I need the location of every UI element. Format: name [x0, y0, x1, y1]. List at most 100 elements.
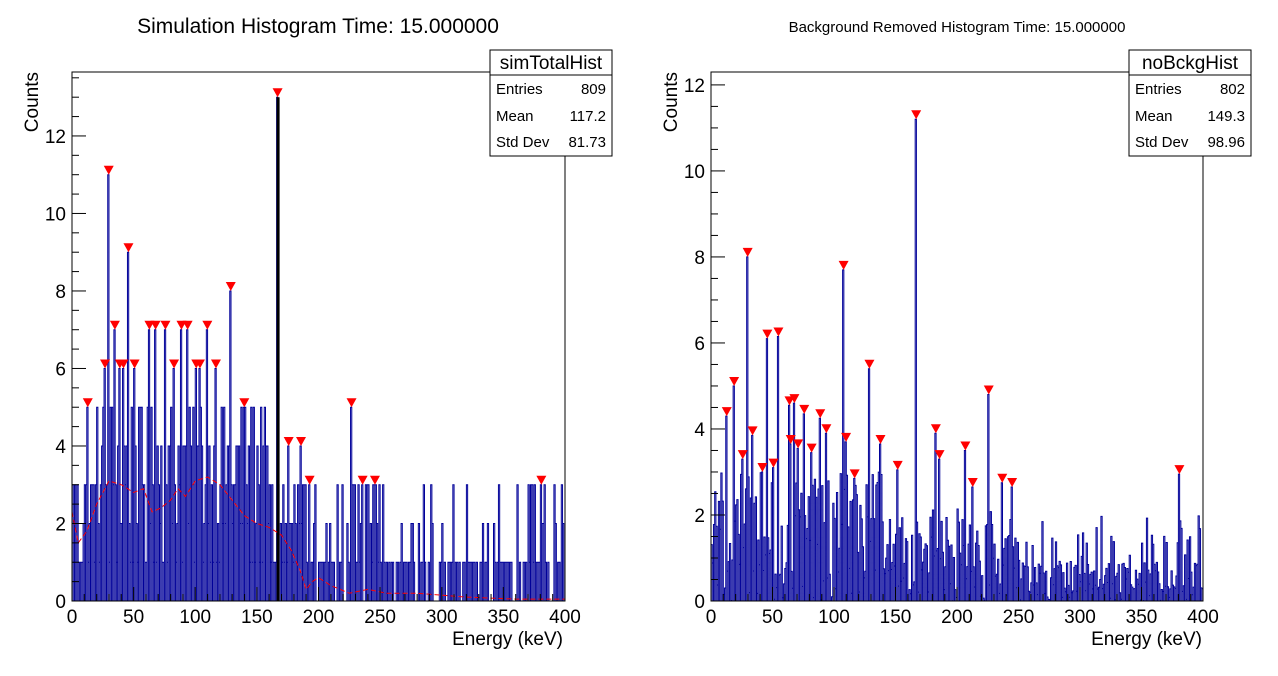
stats-entries-label: Entries [496, 81, 543, 98]
peak-marker [892, 460, 903, 470]
peak-markers [82, 88, 547, 485]
x-tick-label: 100 [179, 607, 211, 628]
x-axis-ticks: 0 50 100 150 200 250 300 350 400 [67, 587, 581, 628]
peak-marker [875, 435, 886, 445]
peak-marker [103, 165, 114, 175]
y-tick-label: 2 [55, 514, 66, 535]
peak-marker [967, 478, 978, 488]
stats-stddev-label: Std Dev [496, 134, 550, 151]
peak-marker [369, 475, 380, 485]
peak-marker [841, 432, 852, 442]
peak-marker [1174, 465, 1185, 475]
peak-marker [960, 441, 971, 451]
y-tick-label: 8 [55, 282, 66, 303]
y-tick-label: 8 [694, 248, 705, 269]
background-curve-line [71, 476, 565, 600]
histogram-bars [71, 96, 565, 602]
x-axis-title: Energy (keV) [1091, 629, 1202, 650]
peak-marker [789, 394, 800, 404]
y-tick-label: 12 [45, 127, 66, 148]
peak-marker [202, 320, 213, 330]
background-removed-histogram-panel: Background Removed Histogram Time: 15.00… [661, 19, 1252, 650]
simulation-histogram-panel: Simulation Histogram Time: 15.000000 0 50… [22, 15, 613, 650]
stats-box-name: simTotalHist [500, 53, 603, 74]
y-tick-label: 6 [694, 334, 705, 355]
stats-stddev-label: Std Dev [1135, 134, 1189, 151]
y-tick-label: 4 [694, 420, 705, 441]
x-axis-title: Energy (keV) [452, 629, 563, 650]
stats-mean-label: Mean [496, 108, 534, 125]
peak-marker [983, 385, 994, 395]
peak-marker [930, 424, 941, 434]
peak-marker [100, 359, 111, 369]
peak-marker [729, 376, 740, 386]
x-tick-label: 200 [303, 607, 335, 628]
chart-title: Simulation Histogram Time: 15.000000 [137, 15, 499, 38]
stats-entries-label: Entries [1135, 81, 1182, 98]
x-tick-label: 300 [1064, 607, 1096, 628]
y-tick-label: 10 [45, 204, 66, 225]
x-tick-label: 0 [67, 607, 78, 628]
stats-box-name: noBckgHist [1142, 53, 1239, 74]
x-tick-label: 100 [818, 607, 850, 628]
peak-marker [150, 320, 161, 330]
peak-marker [239, 398, 250, 408]
peak-marker [821, 424, 832, 434]
x-tick-label: 300 [426, 607, 458, 628]
peak-marker [296, 436, 307, 446]
peak-marker [815, 409, 826, 419]
peak-marker [118, 359, 129, 369]
peak-marker [773, 327, 784, 337]
x-tick-label: 50 [123, 607, 144, 628]
peak-marker [997, 473, 1008, 483]
peak-marker [793, 439, 804, 449]
y-tick-label: 12 [684, 76, 705, 97]
peak-marker [742, 247, 753, 257]
peak-marker [864, 359, 875, 369]
peak-marker [762, 329, 773, 339]
y-axis-title: Counts [22, 72, 43, 132]
y-tick-label: 2 [694, 506, 705, 527]
peak-marker [934, 450, 945, 460]
histogram-series [71, 96, 565, 602]
peak-marker [304, 475, 315, 485]
peak-marker [721, 407, 732, 417]
peak-marker [838, 260, 849, 270]
peak-marker [785, 435, 796, 445]
y-tick-label: 0 [694, 592, 705, 613]
histogram-bars [710, 118, 1204, 602]
stats-stddev-value: 98.96 [1207, 134, 1245, 151]
x-axis-ticks: 0 50 100 150 200 250 300 350 400 [706, 587, 1219, 628]
x-tick-label: 400 [1187, 607, 1219, 628]
x-tick-label: 400 [549, 607, 581, 628]
peak-marker [194, 359, 205, 369]
y-axis-title: Counts [661, 72, 682, 132]
peak-marker [346, 398, 357, 408]
peak-marker [911, 110, 922, 120]
peak-marker [806, 443, 817, 453]
peak-marker [160, 320, 171, 330]
y-tick-label: 0 [55, 592, 66, 613]
y-tick-label: 6 [55, 359, 66, 380]
x-tick-label: 250 [364, 607, 396, 628]
y-tick-label: 10 [684, 162, 705, 183]
peak-marker [768, 458, 779, 468]
peak-marker [799, 404, 810, 414]
x-tick-label: 0 [706, 607, 717, 628]
y-axis-ticks: 0 2 4 6 8 10 12 [45, 77, 86, 613]
peak-marker [357, 475, 368, 485]
x-tick-label: 350 [1126, 607, 1158, 628]
x-tick-label: 350 [488, 607, 520, 628]
stats-entries-value: 802 [1220, 81, 1245, 98]
stats-mean-value: 149.3 [1207, 108, 1245, 125]
y-tick-label: 4 [55, 437, 66, 458]
stats-stddev-value: 81.73 [568, 134, 606, 151]
peak-marker [129, 359, 140, 369]
peak-marker [536, 475, 547, 485]
stats-box: simTotalHist Entries 809 Mean 117.2 Std … [489, 49, 613, 157]
peak-marker [757, 462, 768, 472]
peak-marker [109, 320, 120, 330]
peak-marker [1007, 478, 1018, 488]
peak-marker [182, 320, 193, 330]
